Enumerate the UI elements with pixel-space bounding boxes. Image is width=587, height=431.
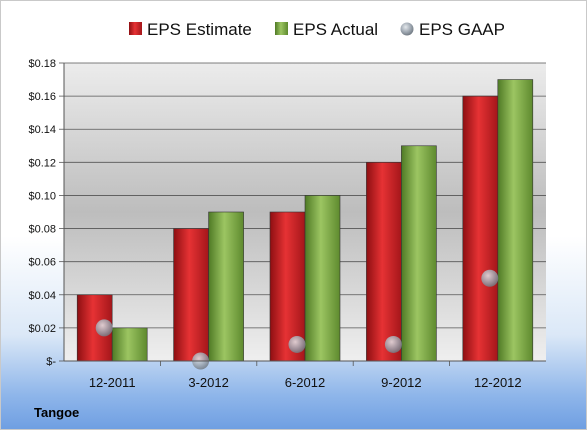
y-tick-label: $0.04 [28, 290, 56, 302]
x-tick-label: 12-2012 [474, 375, 522, 390]
bar-eps-estimate [366, 162, 402, 362]
x-tick-label: 3-2012 [188, 375, 228, 390]
legend-label-gaap: EPS GAAP [419, 20, 505, 39]
legend: EPS Estimate EPS Actual EPS GAAP [129, 20, 505, 39]
gaap-points [95, 269, 499, 370]
x-tick-label: 12-2011 [89, 375, 136, 390]
y-tick-label: $0.18 [28, 58, 56, 70]
point-eps-gaap [481, 269, 499, 287]
point-eps-gaap [384, 335, 402, 353]
bar-eps-actual [111, 327, 148, 362]
legend-swatch-estimate [129, 22, 142, 35]
y-tick-label: $0.06 [28, 257, 56, 269]
bar-eps-actual [401, 145, 437, 362]
x-axis: 12-2011 3-2012 6-2012 9-2012 12-2012 [64, 360, 546, 390]
company-name: Tangoe [34, 405, 79, 420]
bar-eps-actual [304, 195, 341, 362]
bar-eps-estimate [173, 228, 209, 362]
point-eps-gaap [95, 319, 113, 337]
y-tick-label: $0.10 [28, 190, 56, 202]
y-tick-label: $0.14 [28, 124, 56, 136]
bar-eps-actual [497, 79, 534, 362]
y-tick-label: $- [46, 356, 56, 368]
bar-eps-estimate [462, 95, 499, 362]
point-eps-gaap [288, 335, 306, 353]
y-axis: $- $0.02 $0.04 $0.06 $0.08 $0.10 $0.12 $0.14 $0.… [28, 58, 65, 368]
legend-swatch-actual [275, 22, 288, 35]
y-tick-label: $0.12 [28, 157, 56, 169]
bars [76, 79, 534, 362]
legend-label-actual: EPS Actual [293, 20, 378, 39]
x-tick-label: 9-2012 [381, 375, 421, 390]
x-tick-label: 6-2012 [285, 375, 325, 390]
y-tick-label: $0.02 [28, 323, 56, 335]
legend-label-estimate: EPS Estimate [147, 20, 252, 39]
y-tick-label: $0.08 [28, 224, 56, 236]
y-tick-label: $0.16 [28, 91, 56, 103]
legend-swatch-gaap [400, 22, 414, 36]
bar-eps-actual [208, 211, 244, 362]
